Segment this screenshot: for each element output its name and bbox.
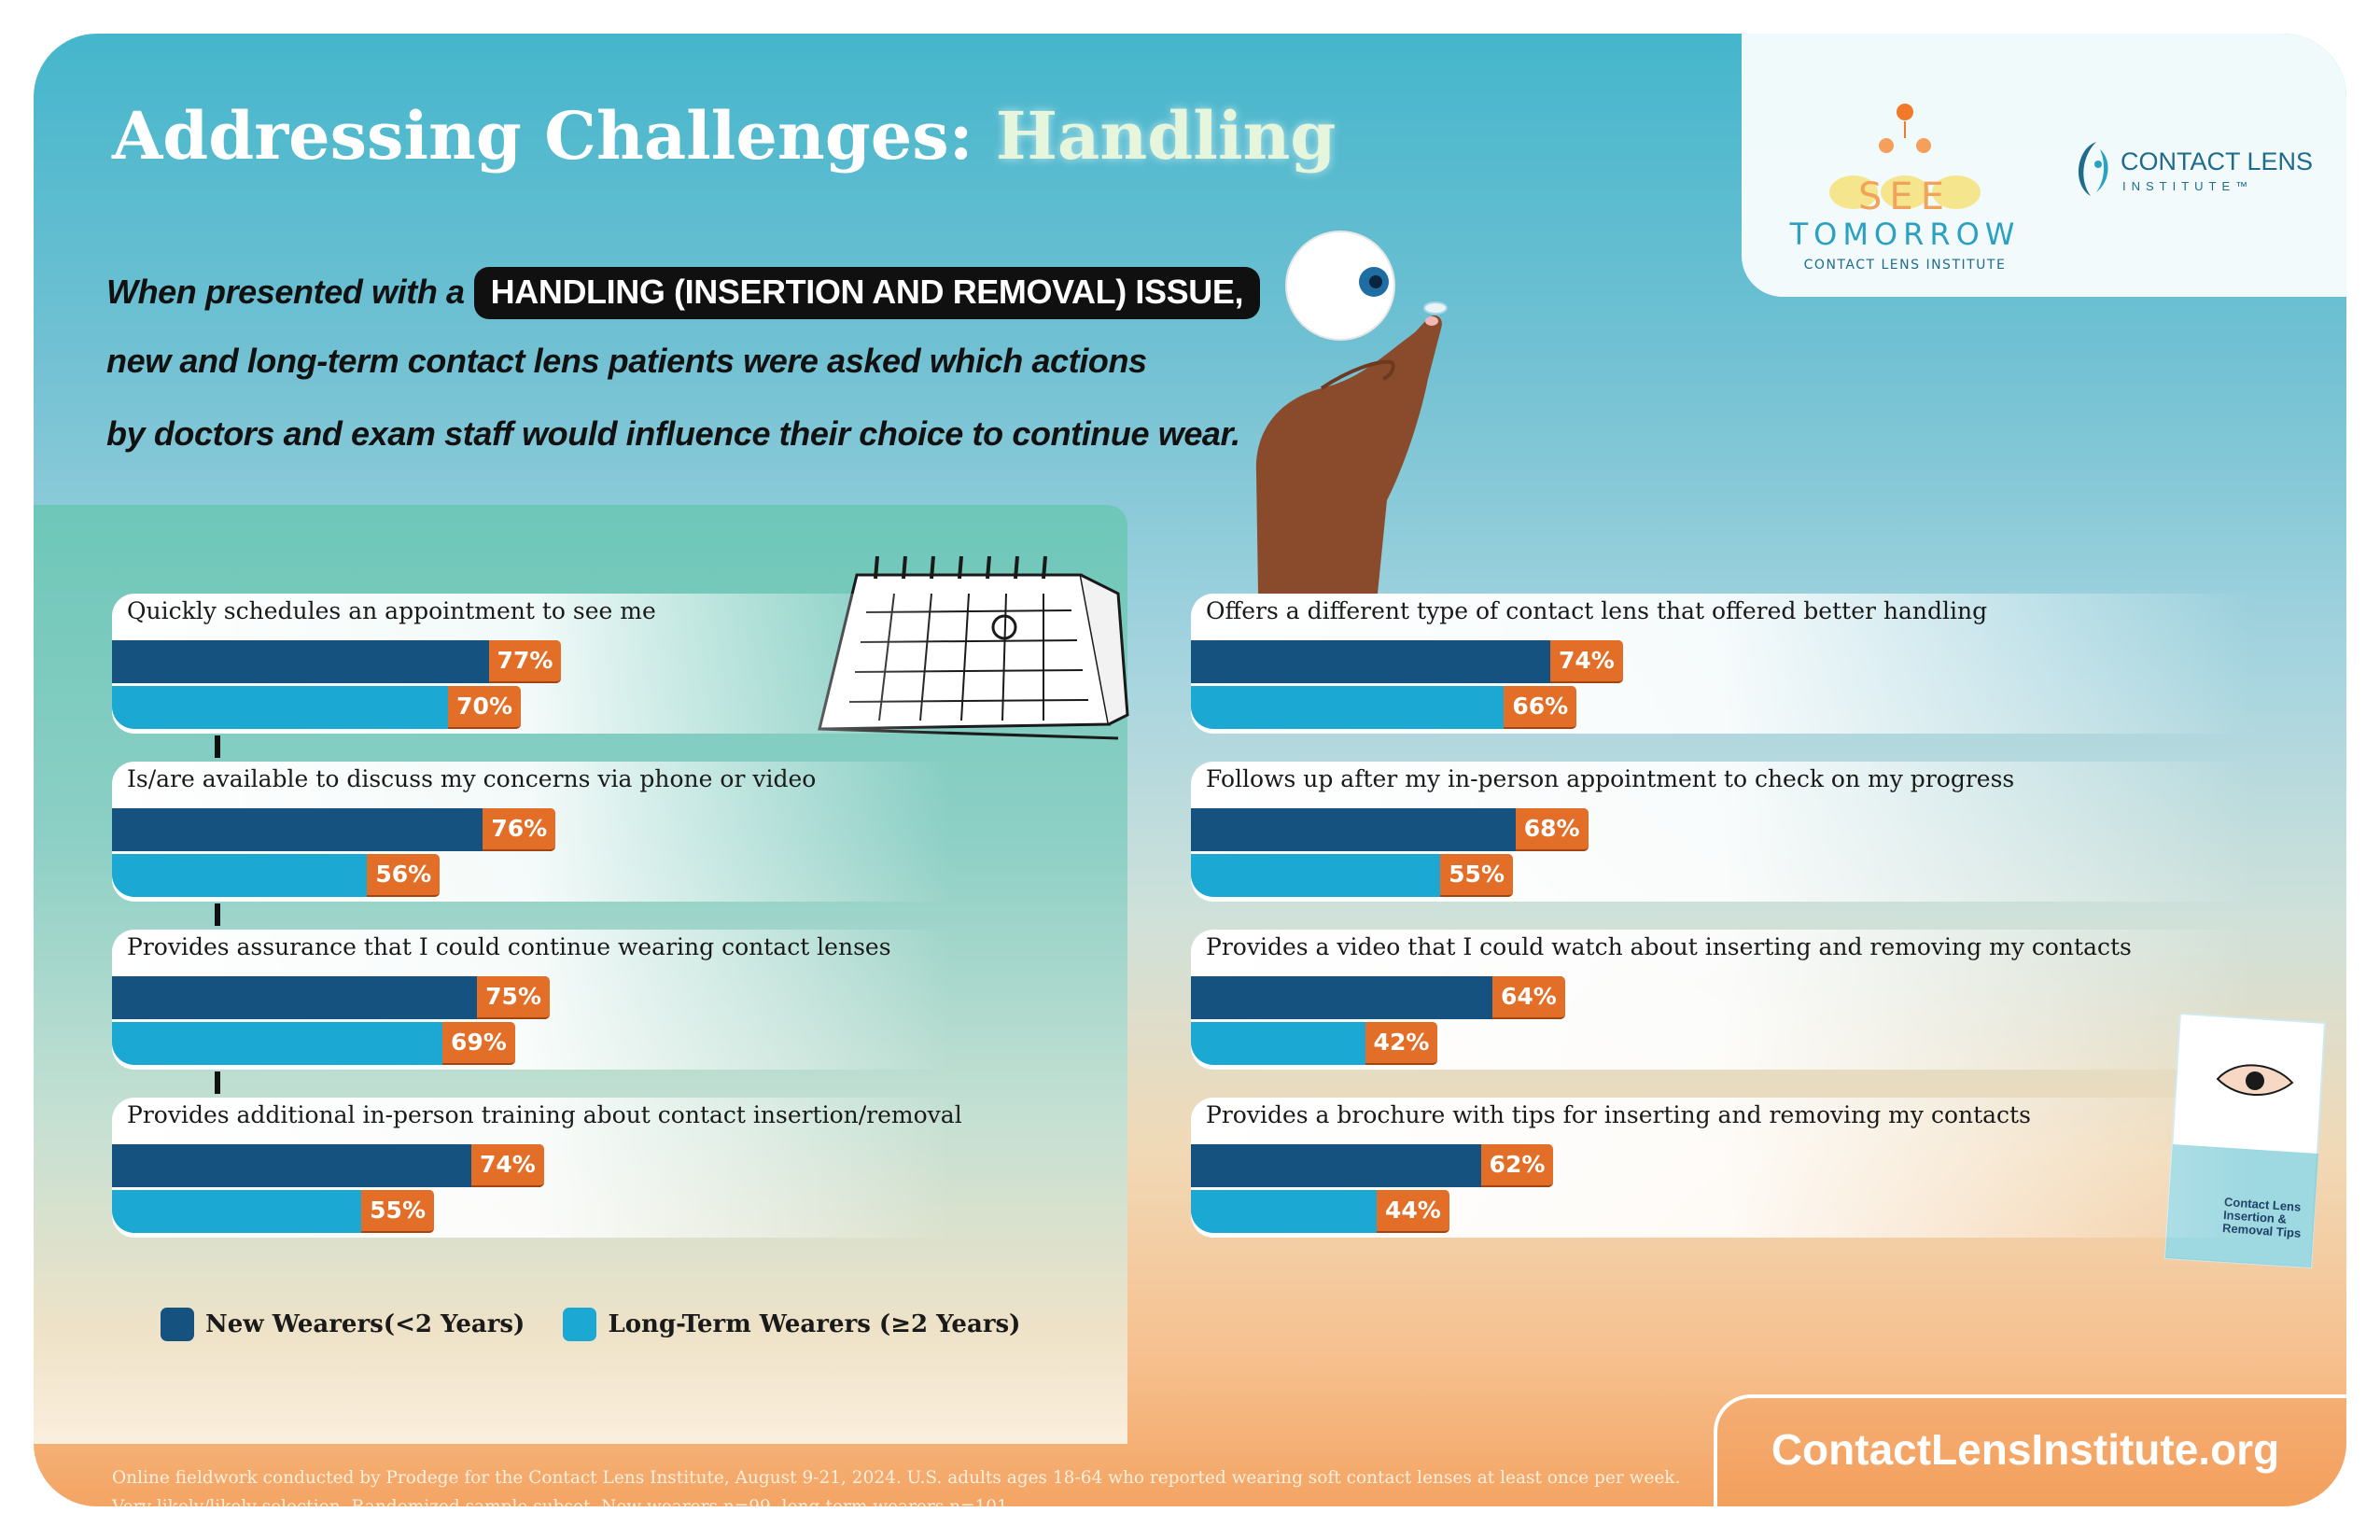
- row-connector: [215, 1071, 220, 1094]
- value-label-long-term: 70%: [448, 686, 521, 729]
- intro-prefix: When presented with a: [106, 273, 465, 311]
- see-wordmark: SEE: [1858, 175, 1952, 218]
- bar-new-wearers: 64%: [1191, 976, 1565, 1019]
- value-label-new: 76%: [483, 808, 556, 851]
- bar-new-wearers: 62%: [1191, 1144, 1554, 1187]
- cli-mark-icon: [2079, 142, 2108, 196]
- page-title: Addressing Challenges: Handling: [112, 97, 1336, 175]
- bar-new-wearers: 77%: [112, 640, 562, 683]
- title-highlight: Handling: [995, 97, 1337, 175]
- legend-label-new: New Wearers(<2 Years): [205, 1310, 525, 1338]
- bar-long-term-wearers: 56%: [112, 854, 441, 897]
- chart-legend: New Wearers(<2 Years) Long-Term Wearers …: [161, 1308, 1054, 1345]
- value-label-long-term: 44%: [1376, 1190, 1449, 1233]
- category-label: Is/are available to discuss my concerns …: [127, 765, 817, 792]
- bar-long-term-wearers: 55%: [112, 1190, 434, 1233]
- website-url-box[interactable]: ContactLensInstitute.org: [1714, 1394, 2346, 1506]
- bar-new-wearers: 75%: [112, 976, 550, 1019]
- value-label-new: 74%: [470, 1144, 544, 1187]
- category-label: Provides a video that I could watch abou…: [1206, 933, 2132, 960]
- intro-line-3: by doctors and exam staff would influenc…: [106, 414, 1240, 453]
- legend-swatch-long-term: [563, 1308, 597, 1341]
- hand-holding-lens-illustration: [1255, 231, 1448, 594]
- legend-item-new: New Wearers(<2 Years): [161, 1308, 525, 1341]
- bar-long-term-wearers: 69%: [112, 1022, 515, 1065]
- category-label: Provides a brochure with tips for insert…: [1206, 1101, 2031, 1128]
- value-label-long-term: 55%: [1440, 854, 1513, 897]
- see-tomorrow-mark-icon: [1829, 104, 1981, 209]
- row-connector: [215, 735, 220, 758]
- bar-long-term-wearers: 44%: [1191, 1190, 1449, 1233]
- cli-wordmark: CONTACT LENS: [2121, 147, 2314, 175]
- value-label-long-term: 56%: [367, 854, 441, 897]
- methodology-footnote: Online fieldwork conducted by Prodege fo…: [112, 1468, 1681, 1506]
- see-tomorrow-subtitle: CONTACT LENS INSTITUTE: [1803, 258, 2007, 273]
- legend-label-long-term: Long-Term Wearers (≥2 Years): [608, 1310, 1021, 1338]
- bar-new-wearers: 68%: [1191, 808, 1589, 851]
- row-connector: [215, 903, 220, 926]
- category-label: Provides assurance that I could continue…: [127, 933, 891, 960]
- cli-subtitle: INSTITUTE™: [2122, 179, 2254, 193]
- category-label: Quickly schedules an appointment to see …: [127, 597, 656, 624]
- value-label-new: 75%: [477, 976, 550, 1019]
- bar-long-term-wearers: 42%: [1191, 1022, 1438, 1065]
- value-label-long-term: 42%: [1365, 1022, 1438, 1065]
- see-tomorrow-logo: SEE TOMORROW CONTACT LENS INSTITUTE: [1779, 99, 2031, 276]
- legend-item-long-term: Long-Term Wearers (≥2 Years): [563, 1308, 1020, 1341]
- value-label-new: 68%: [1515, 808, 1589, 851]
- bar-long-term-wearers: 66%: [1191, 686, 1577, 729]
- category-label: Follows up after my in-person appointmen…: [1206, 765, 2015, 792]
- infographic-card: Addressing Challenges: Handling When pre…: [34, 34, 2346, 1506]
- value-label-long-term: 66%: [1504, 686, 1577, 729]
- contact-lens-institute-logo: CONTACT LENS INSTITUTE™: [2068, 136, 2320, 220]
- value-label-long-term: 55%: [361, 1190, 434, 1233]
- bar-long-term-wearers: 70%: [112, 686, 521, 729]
- value-label-new: 77%: [488, 640, 562, 683]
- bar-new-wearers: 76%: [112, 808, 556, 851]
- tomorrow-wordmark: TOMORROW: [1789, 217, 2021, 252]
- intro-line-1: When presented with a HANDLING (INSERTION…: [106, 267, 1261, 319]
- value-label-new: 64%: [1491, 976, 1565, 1019]
- value-label-new: 74%: [1549, 640, 1623, 683]
- bar-new-wearers: 74%: [112, 1144, 544, 1187]
- legend-swatch-new: [161, 1308, 194, 1341]
- value-label-long-term: 69%: [441, 1022, 515, 1065]
- category-label: Offers a different type of contact lens …: [1206, 597, 1988, 624]
- website-url[interactable]: ContactLensInstitute.org: [1771, 1425, 2280, 1474]
- title-main: Addressing Challenges:: [112, 97, 973, 175]
- intro-line-2: new and long-term contact lens patients …: [106, 342, 1147, 380]
- intro-highlight-pill: HANDLING (INSERTION AND REMOVAL) ISSUE,: [473, 267, 1261, 319]
- logo-panel: SEE TOMORROW CONTACT LENS INSTITUTE CONT…: [1742, 34, 2346, 297]
- category-label: Provides additional in-person training a…: [127, 1101, 962, 1128]
- bar-new-wearers: 74%: [1191, 640, 1623, 683]
- value-label-new: 62%: [1480, 1144, 1554, 1187]
- bar-long-term-wearers: 55%: [1191, 854, 1513, 897]
